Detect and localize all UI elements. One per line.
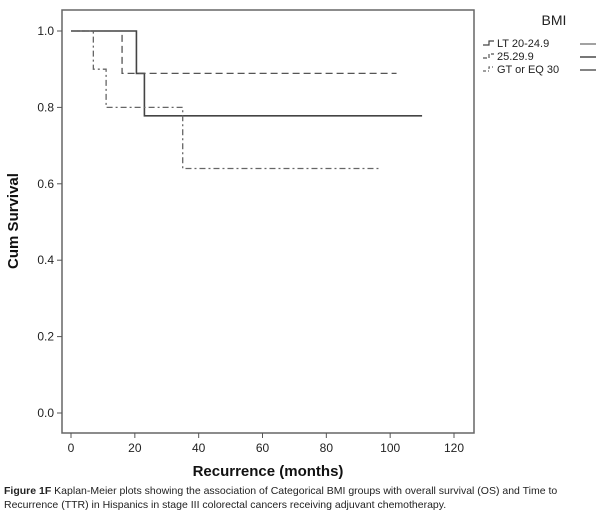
survival-curve-25-29-9 xyxy=(71,30,397,75)
x-tick-label: 40 xyxy=(192,441,206,455)
legend-label: 25.29.9 xyxy=(497,51,534,63)
y-tick-label: 0.4 xyxy=(37,253,54,267)
caption-text: Kaplan-Meier plots showing the associati… xyxy=(4,485,558,511)
caption-label: Figure 1F xyxy=(4,485,52,497)
survival-curve-gt-or-eq-30 xyxy=(71,30,381,170)
x-tick-label: 20 xyxy=(128,441,142,455)
legend: LT 20-24.925.29.9GT or EQ 30 xyxy=(483,38,596,76)
legend-label: LT 20-24.9 xyxy=(497,38,549,50)
y-tick-label: 0.0 xyxy=(37,406,54,420)
y-tick-label: 0.2 xyxy=(37,330,54,344)
legend-symbol xyxy=(483,66,494,72)
x-tick-label: 60 xyxy=(256,441,270,455)
y-tick-label: 0.6 xyxy=(37,177,54,191)
plot-frame xyxy=(61,9,475,434)
x-axis-label: Recurrence (months) xyxy=(193,463,344,480)
x-tick-label: 0 xyxy=(68,441,75,455)
legend-title: BMI xyxy=(542,12,567,28)
x-tick-label: 80 xyxy=(320,441,334,455)
figure-caption: Figure 1F Kaplan-Meier plots showing the… xyxy=(4,484,596,512)
y-axis-label: Cum Survival xyxy=(5,173,22,269)
y-tick-label: 1.0 xyxy=(37,24,54,38)
legend-label: GT or EQ 30 xyxy=(497,64,559,76)
legend-symbol xyxy=(483,40,494,46)
legend-symbol xyxy=(483,53,494,59)
x-tick-label: 120 xyxy=(444,441,464,455)
x-tick-label: 100 xyxy=(380,441,400,455)
y-tick-label: 0.8 xyxy=(37,100,54,114)
